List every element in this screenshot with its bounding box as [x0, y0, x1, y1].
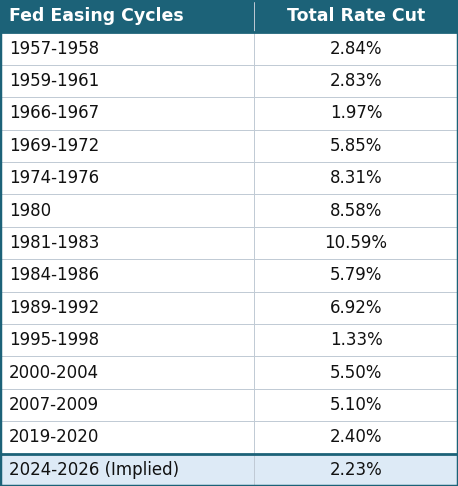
Bar [0, 97, 458, 130]
Text: 2024-2026 (Implied): 2024-2026 (Implied) [9, 461, 179, 479]
Text: 1980: 1980 [9, 202, 51, 220]
Text: 5.50%: 5.50% [330, 364, 382, 382]
Text: 1974-1976: 1974-1976 [9, 169, 99, 187]
Bar [0, 65, 458, 97]
Bar [0, 324, 458, 356]
Text: 1989-1992: 1989-1992 [9, 299, 99, 317]
Text: 1959-1961: 1959-1961 [9, 72, 99, 90]
Text: 5.10%: 5.10% [330, 396, 382, 414]
Text: 1981-1983: 1981-1983 [9, 234, 99, 252]
Text: Total Rate Cut: Total Rate Cut [287, 7, 425, 25]
Bar [0, 130, 458, 162]
Text: 1.33%: 1.33% [330, 331, 382, 349]
Text: 1969-1972: 1969-1972 [9, 137, 99, 155]
Bar [0, 162, 458, 194]
Bar [0, 292, 458, 324]
Text: 2000-2004: 2000-2004 [9, 364, 99, 382]
Text: 5.85%: 5.85% [330, 137, 382, 155]
Text: 8.31%: 8.31% [330, 169, 382, 187]
Text: 2.83%: 2.83% [330, 72, 382, 90]
Bar [0, 194, 458, 227]
Bar [0, 421, 458, 453]
Text: 2007-2009: 2007-2009 [9, 396, 99, 414]
Bar [0, 0, 458, 33]
Text: 5.79%: 5.79% [330, 266, 382, 284]
Bar [0, 227, 458, 259]
Text: 6.92%: 6.92% [330, 299, 382, 317]
Text: 10.59%: 10.59% [325, 234, 387, 252]
Text: 1966-1967: 1966-1967 [9, 104, 99, 122]
Text: 2.40%: 2.40% [330, 428, 382, 447]
Text: 8.58%: 8.58% [330, 202, 382, 220]
Text: 1957-1958: 1957-1958 [9, 39, 99, 58]
Bar [0, 453, 458, 486]
Bar [0, 33, 458, 65]
Bar [0, 356, 458, 389]
Bar [0, 389, 458, 421]
Text: Fed Easing Cycles: Fed Easing Cycles [9, 7, 184, 25]
Text: 1984-1986: 1984-1986 [9, 266, 99, 284]
Text: 1.97%: 1.97% [330, 104, 382, 122]
Text: 1995-1998: 1995-1998 [9, 331, 99, 349]
Text: 2.84%: 2.84% [330, 39, 382, 58]
Text: 2.23%: 2.23% [330, 461, 382, 479]
Text: 2019-2020: 2019-2020 [9, 428, 99, 447]
Bar [0, 259, 458, 292]
